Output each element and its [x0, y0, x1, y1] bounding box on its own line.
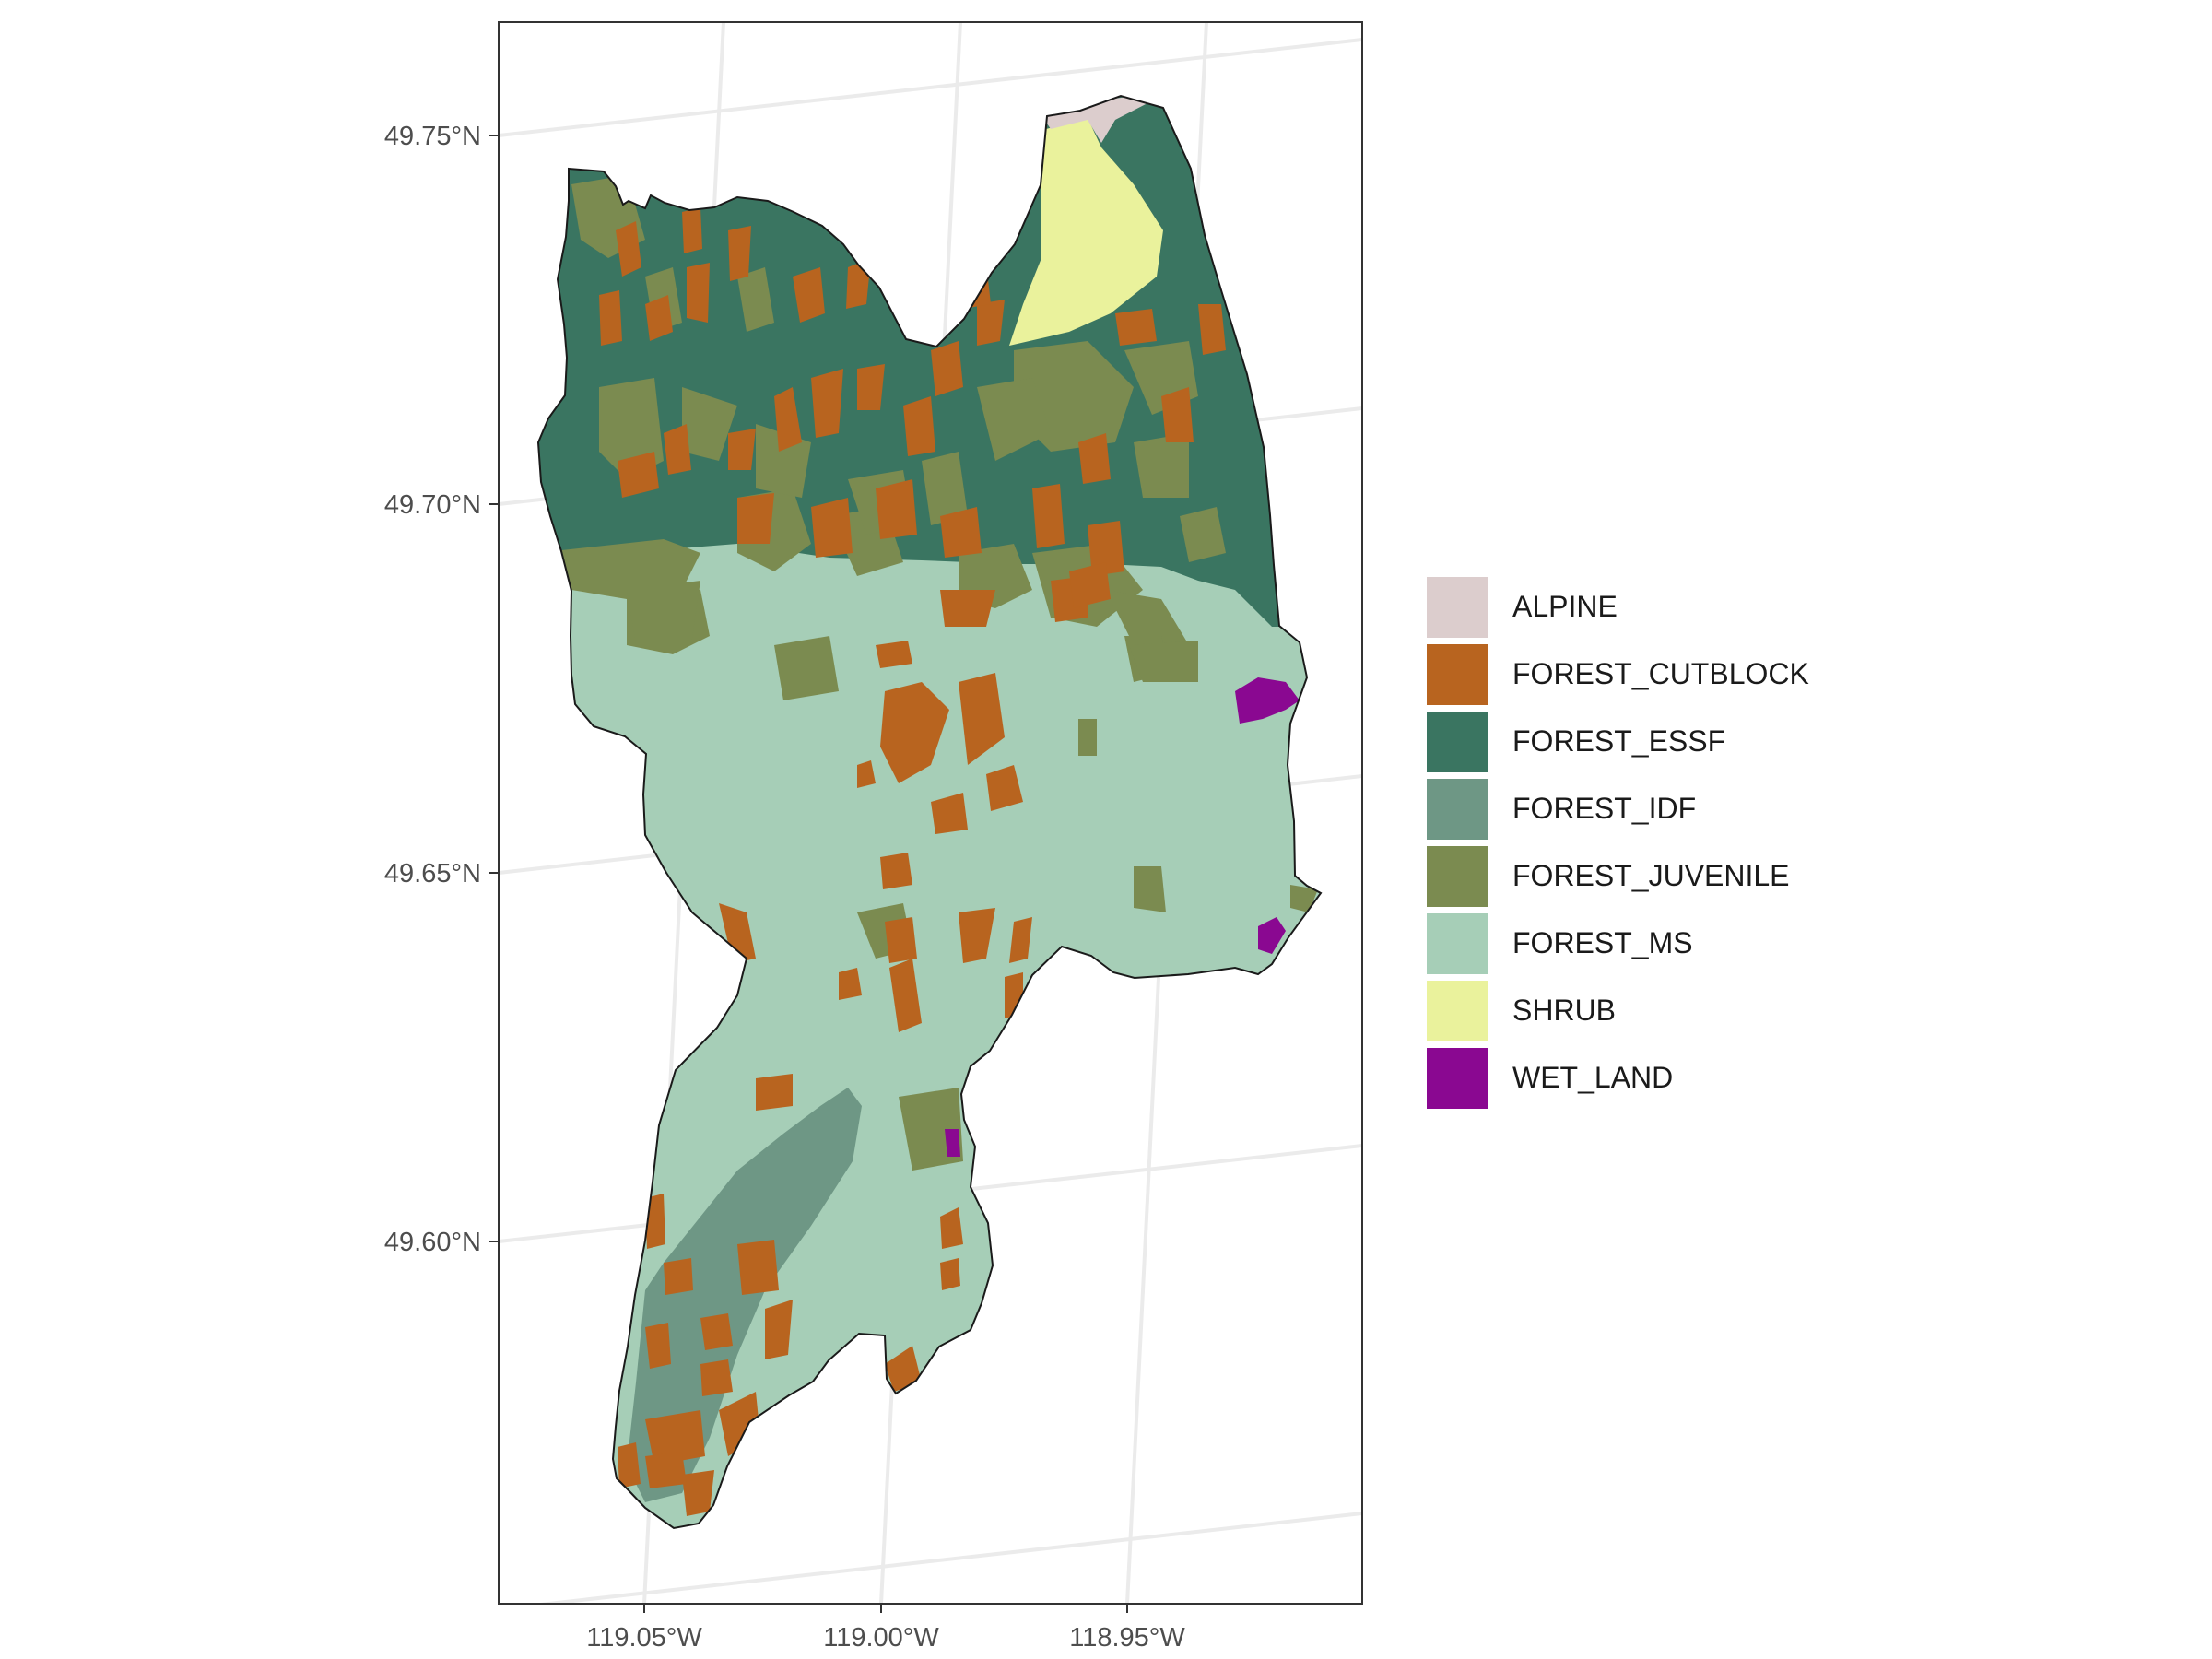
- legend-label: FOREST_CUTBLOCK: [1512, 657, 1809, 690]
- y-tick-label: 49.75°N: [384, 122, 481, 151]
- y-tick-label: 49.65°N: [384, 859, 481, 888]
- legend-swatch: [1427, 1047, 1488, 1109]
- wet-land-patch-2: [1258, 917, 1286, 954]
- wet-land-patch-3: [945, 1129, 960, 1157]
- axis-ticks: [489, 135, 1128, 1613]
- watershed-boundary: [536, 94, 1323, 1530]
- shrub-area: [1009, 118, 1163, 346]
- legend-swatch: [1427, 711, 1488, 772]
- x-tick-label: 119.05°W: [586, 1623, 702, 1653]
- legend-item-forest-ms: FOREST_MS: [1427, 910, 1809, 977]
- legend-item-forest-cutblock: FOREST_CUTBLOCK: [1427, 641, 1809, 708]
- legend-swatch: [1427, 845, 1488, 907]
- x-tick-label: 118.95°W: [1069, 1623, 1185, 1653]
- legend-swatch: [1427, 643, 1488, 705]
- legend-item-forest-juvenile: FOREST_JUVENILE: [1427, 842, 1809, 910]
- legend-swatch: [1427, 912, 1488, 974]
- legend-swatch: [1427, 980, 1488, 1041]
- legend-label: FOREST_IDF: [1512, 792, 1697, 825]
- legend-label: FOREST_JUVENILE: [1512, 859, 1790, 892]
- wet-land-patch-1: [1235, 677, 1300, 724]
- legend-swatch: [1427, 576, 1488, 638]
- legend-item-forest-essf: FOREST_ESSF: [1427, 708, 1809, 775]
- legend-label: WET_LAND: [1512, 1061, 1674, 1094]
- legend-swatch: [1427, 778, 1488, 840]
- x-tick-label: 119.00°W: [823, 1623, 939, 1653]
- legend-item-shrub: SHRUB: [1427, 977, 1809, 1044]
- forest-idf-area: [627, 1088, 862, 1502]
- legend-label: FOREST_MS: [1512, 926, 1693, 959]
- legend-item-wet-land: WET_LAND: [1427, 1044, 1809, 1112]
- legend-item-forest-idf: FOREST_IDF: [1427, 775, 1809, 842]
- legend-label: FOREST_ESSF: [1512, 724, 1726, 758]
- y-tick-label: 49.60°N: [384, 1228, 481, 1257]
- legend-label: SHRUB: [1512, 994, 1617, 1027]
- panel-border: [498, 21, 1363, 1605]
- legend-item-alpine: ALPINE: [1427, 573, 1809, 641]
- legend-label: ALPINE: [1512, 590, 1618, 623]
- legend: ALPINE FOREST_CUTBLOCK FOREST_ESSF FORES…: [1427, 573, 1809, 1112]
- y-tick-label: 49.70°N: [384, 490, 481, 520]
